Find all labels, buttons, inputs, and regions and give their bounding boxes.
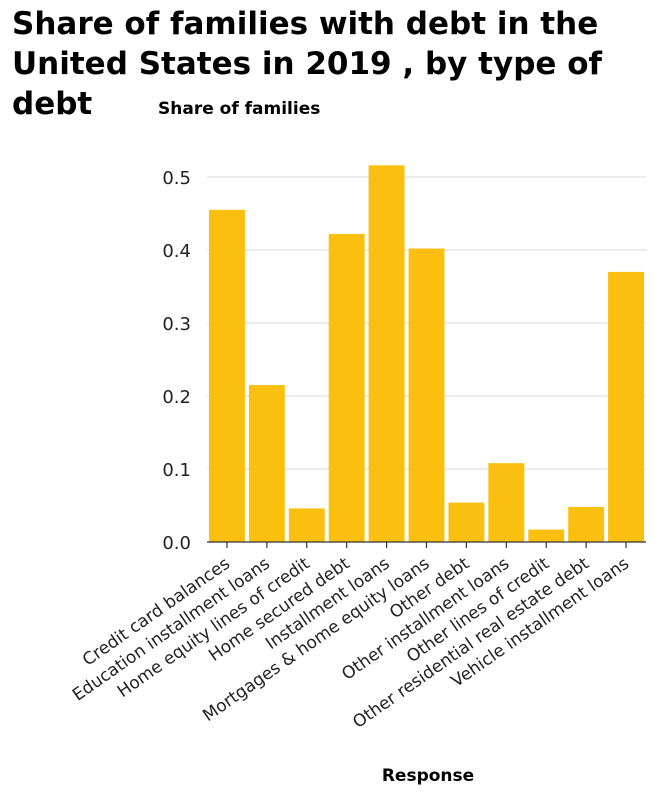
bar: [328, 233, 365, 542]
bar: [568, 506, 605, 542]
bars: [208, 165, 645, 543]
bar: [408, 248, 445, 543]
bar: [368, 165, 405, 542]
y-tick-labels: 0.0 0.1 0.2 0.3 0.4 0.5: [162, 168, 191, 554]
x-axis-label: Response: [382, 766, 474, 786]
y-tick-label: 0.4: [162, 241, 191, 262]
y-tick-label: 0.5: [162, 168, 191, 189]
bar: [528, 529, 565, 542]
y-tick-label: 0.3: [162, 314, 191, 335]
y-axis-label: Share of families: [158, 99, 320, 119]
chart-title: Share of families with debt in the Unite…: [12, 6, 602, 122]
bar: [288, 508, 325, 542]
bar: [208, 209, 245, 542]
y-tick-label: 0.1: [162, 460, 191, 481]
axes: [207, 541, 646, 548]
bar: [248, 385, 285, 542]
y-tick-label: 0.2: [162, 387, 191, 408]
bar: [448, 502, 485, 542]
bar: [488, 463, 525, 542]
bar: [608, 271, 645, 542]
y-tick-label: 0.0: [162, 533, 191, 554]
